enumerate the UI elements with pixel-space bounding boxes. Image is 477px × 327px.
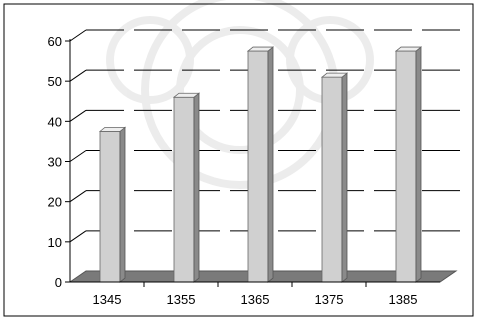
bar-side	[193, 92, 200, 283]
x-tick-label: 1385	[389, 292, 418, 307]
y-tick-label: 40	[48, 114, 62, 129]
bar-front	[321, 76, 343, 283]
chart-border	[3, 3, 474, 317]
gridline-depth	[69, 29, 87, 42]
y-tick-label: 60	[48, 34, 62, 49]
gridline-depth	[69, 69, 87, 82]
gridline-depth	[69, 190, 87, 203]
bar-side	[267, 46, 274, 283]
y-tick-label: 10	[48, 235, 62, 250]
bar-top	[172, 92, 201, 98]
bar-front	[99, 130, 121, 283]
bar-side	[415, 46, 422, 283]
bar-side	[119, 126, 126, 283]
x-tick-label: 1355	[167, 292, 196, 307]
bar-top	[246, 46, 275, 52]
y-tick-label: 50	[48, 74, 62, 89]
bar-top	[98, 126, 127, 132]
y-tick-label: 0	[55, 275, 62, 290]
bar-front	[247, 50, 269, 283]
bar-front	[395, 50, 417, 283]
gridline-depth	[69, 109, 87, 122]
bar-top	[394, 46, 423, 52]
x-tick-label: 1345	[93, 292, 122, 307]
gridline-depth	[69, 150, 87, 162]
x-tick-label: 1375	[315, 292, 344, 307]
bar-front	[173, 96, 195, 283]
bar-top	[320, 72, 349, 78]
y-tick-label: 20	[48, 195, 62, 210]
gridline-depth	[69, 230, 87, 243]
x-tick-label: 1365	[241, 292, 270, 307]
y-tick-label: 30	[48, 155, 62, 170]
bar-side	[341, 72, 348, 283]
